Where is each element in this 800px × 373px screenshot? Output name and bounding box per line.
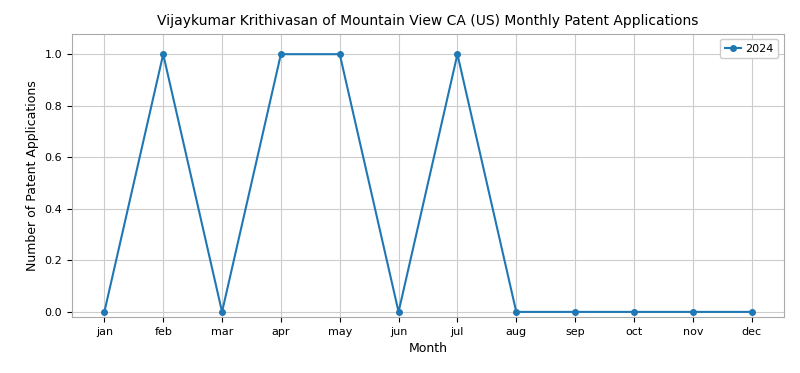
2024 [453, 52, 462, 56]
2024 [747, 310, 757, 314]
X-axis label: Month: Month [409, 342, 447, 355]
2024 [99, 310, 109, 314]
2024 [218, 310, 227, 314]
Y-axis label: Number of Patent Applications: Number of Patent Applications [26, 80, 39, 271]
2024 [335, 52, 345, 56]
2024 [276, 52, 286, 56]
Line: 2024: 2024 [102, 51, 754, 315]
2024 [394, 310, 403, 314]
2024 [688, 310, 698, 314]
2024 [629, 310, 638, 314]
2024 [570, 310, 580, 314]
Title: Vijaykumar Krithivasan of Mountain View CA (US) Monthly Patent Applications: Vijaykumar Krithivasan of Mountain View … [158, 14, 698, 28]
Legend: 2024: 2024 [720, 39, 778, 58]
2024 [511, 310, 521, 314]
2024 [158, 52, 168, 56]
